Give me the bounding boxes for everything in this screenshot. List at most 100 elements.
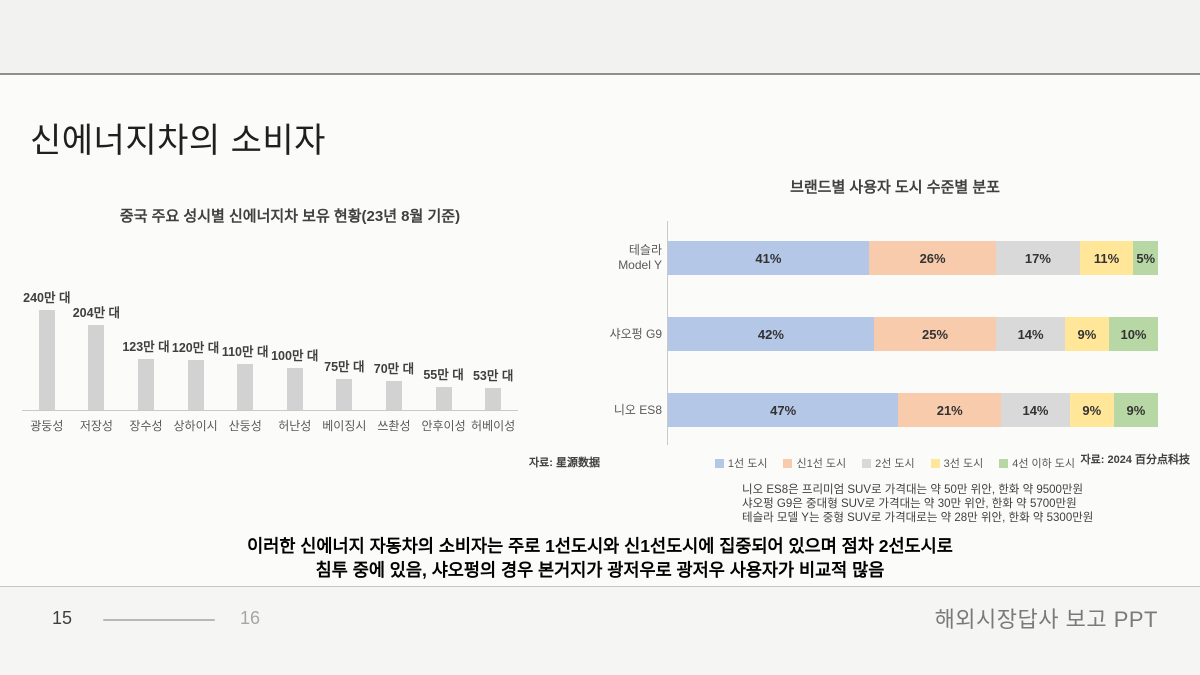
legend-item: 4선 이하 도시 [999, 455, 1075, 471]
stacked-bar: 47% 21% 14% 9% 9% [668, 393, 1158, 427]
note-line: 테슬라 모델 Y는 중형 SUV로 가격대로는 약 28만 위안, 한화 약 5… [742, 512, 1094, 524]
stacked-row-label-line: Model Y [618, 258, 662, 272]
stacked-row-label: 니오 ES8 [582, 403, 662, 418]
legend-item: 신1선 도시 [783, 455, 846, 471]
stacked-segment: 9% [1064, 317, 1109, 351]
insight-text: 이러한 신에너지 자동차의 소비자는 주로 1선도시와 신1선도시에 집중되어 … [0, 534, 1200, 582]
stacked-row: 테슬라 Model Y 41% 26% 17% 11% 5% [618, 241, 1190, 275]
legend-swatch [783, 458, 793, 468]
bar-column: 70만 대 [369, 358, 419, 410]
bar-category-label: 광둥성 [30, 419, 64, 433]
stacked-segment: 21% [898, 393, 1002, 427]
stacked-segment: 9% [1069, 393, 1114, 427]
footer: 15 16 해외시장답사 보고 PPT [0, 587, 1200, 675]
stacked-segment: 11% [1079, 241, 1134, 275]
stacked-segment: 17% [996, 241, 1080, 275]
page-number-current: 15 [52, 608, 73, 628]
bar [137, 359, 154, 410]
stacked-segment: 26% [868, 241, 997, 275]
stacked-segment: 42% [668, 317, 874, 351]
stacked-segment: 47% [668, 393, 899, 427]
bar-value-label: 123만 대 [122, 340, 170, 354]
legend-swatch [862, 458, 872, 468]
bar-value-label: 55만 대 [423, 368, 464, 382]
bar [187, 360, 204, 410]
legend-label: 2선 도시 [875, 458, 915, 470]
bar-column: 204만 대 [72, 302, 122, 410]
note-line: 니오 ES8은 프리미엄 SUV로 가격대는 약 50만 위안, 한화 약 95… [742, 484, 1084, 496]
brand-chart-title: 브랜드별 사용자 도시 수준별 분포 [790, 179, 1000, 196]
bar [286, 368, 303, 410]
note-line: 샤오펑 G9은 중대형 SUV로 가격대는 약 30만 위안, 한화 약 570… [742, 498, 1077, 510]
legend-item: 2선 도시 [862, 455, 915, 471]
bar-value-label: 240만 대 [23, 291, 71, 305]
bar [237, 364, 254, 410]
bar-value-label: 53만 대 [472, 369, 514, 383]
legend-item: 3선 도시 [930, 455, 984, 471]
bar-column: 123만 대 [121, 336, 171, 410]
bar-value-label: 100만 대 [271, 349, 319, 363]
stacked-segment: 41% [668, 241, 869, 275]
province-bar-columns: 240만 대 204만 대 123만 대 120만 대 110만 대 100만 대 75만 … [22, 288, 518, 411]
bar-category-label: 산둥성 [228, 419, 262, 433]
legend-label: 1선 도시 [727, 458, 768, 470]
bar-category-label: 안후이성 [421, 419, 466, 433]
stacked-row-label-line: 테슬라 [628, 243, 662, 257]
bar-column: 240만 대 [22, 287, 72, 410]
footer-divider [0, 586, 1200, 587]
bar-column: 110만 대 [220, 341, 270, 410]
stacked-row-label-line: 샤오펑 G9 [609, 326, 662, 341]
bar-value-label: 204만 대 [72, 306, 121, 320]
notes: 니오 ES8은 프리미엄 SUV로 가격대는 약 50만 위안, 한화 약 95… [742, 483, 1190, 525]
bar-value-label: 120만 대 [171, 341, 220, 355]
document-label: 해외시장답사 보고 PPT [934, 607, 1158, 632]
insight-line-1: 이러한 신에너지 자동차의 소비자는 주로 1선도시와 신1선도시에 집중되어 … [247, 536, 953, 556]
bar-category-label: 베이징시 [322, 419, 367, 433]
legend-swatch [999, 458, 1009, 468]
bar-category-label: 허난성 [278, 419, 312, 433]
stacked-row-label-line: 니오 ES8 [613, 402, 662, 417]
province-chart-source: 자료: 星源数据 [529, 457, 600, 469]
legend: 1선 도시 신1선 도시 2선 도시 3선 도시 4선 이하 도시 [600, 455, 1190, 471]
bar-category-label: 상하이시 [173, 419, 218, 433]
bar-value-label: 110만 대 [221, 345, 269, 359]
province-bar-categories: 광둥성 저장성 장수성 상하이시 산둥성 허난성 베이징시 쓰촨성 안후이성 허베이성 [22, 417, 518, 434]
stacked-bar: 41% 26% 17% 11% 5% [668, 241, 1158, 275]
stacked-segment: 5% [1133, 241, 1158, 275]
bar-column: 120만 대 [171, 337, 221, 410]
legend-label: 3선 도시 [943, 458, 984, 470]
bar [88, 325, 105, 410]
legend-item: 1선 도시 [714, 455, 768, 471]
brand-chart-source: 자료: 2024 百分点科技 [1080, 454, 1191, 466]
insight-line-2: 침투 중에 있음, 샤오펑의 경우 본거지가 광저우로 광저우 사용자가 비교적… [315, 560, 885, 580]
stacked-row-label: 샤오펑 G9 [582, 327, 662, 342]
province-chart-title: 중국 주요 성시별 신에너지차 보유 현황(23년 8월 기준) [119, 208, 461, 225]
stacked-row-label: 테슬라 Model Y [582, 243, 662, 273]
bar-category-label: 허베이성 [471, 419, 516, 433]
bar-value-label: 75만 대 [324, 360, 365, 374]
page-number-total: 16 [240, 608, 261, 628]
bar [435, 387, 452, 410]
legend-label: 4선 이하 도시 [1012, 458, 1076, 470]
bar-category-label: 저장성 [79, 419, 113, 433]
slide-top-band [0, 0, 1200, 75]
bar-category-label: 쓰촨성 [377, 419, 411, 433]
stacked-segment: 10% [1108, 317, 1158, 351]
stacked-segment: 14% [996, 317, 1065, 351]
stacked-row: 니오 ES8 47% 21% 14% 9% 9% [614, 393, 1190, 427]
legend-label: 신1선 도시 [796, 458, 847, 470]
bar-column: 100만 대 [270, 345, 320, 410]
bar [38, 310, 55, 410]
bar [485, 388, 502, 410]
bar [336, 379, 353, 410]
stacked-bar: 42% 25% 14% 9% 10% [668, 317, 1158, 351]
brand-tier-stacked-chart: 브랜드별 사용자 도시 수준별 분포 테슬라 Model Y 41% 26% 17% 11… [600, 170, 1190, 525]
bar-column: 75만 대 [320, 356, 370, 410]
stacked-segment: 14% [1001, 393, 1070, 427]
page-number-divider [103, 619, 215, 621]
stacked-rows: 테슬라 Model Y 41% 26% 17% 11% 5% 샤오펑 G9 42% 25% 14% 9… [610, 221, 1190, 445]
stacked-segment: 9% [1113, 393, 1158, 427]
bar [385, 381, 402, 410]
page-title: 신에너지차의 소비자 [30, 121, 326, 160]
legend-swatch [930, 458, 940, 468]
